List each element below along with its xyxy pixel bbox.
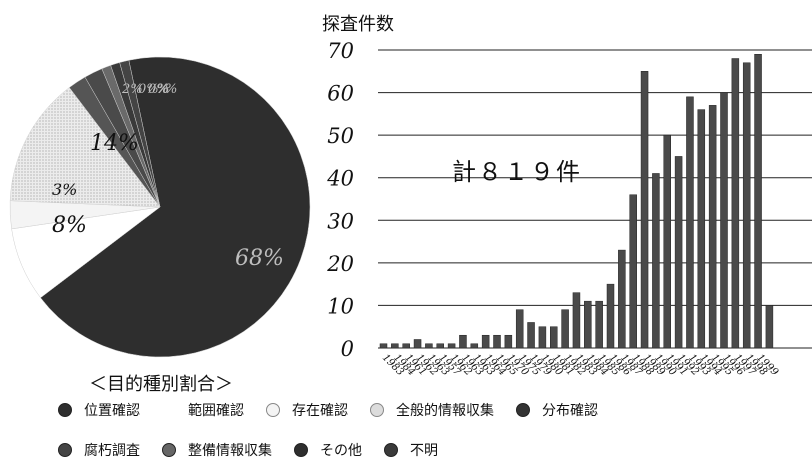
bar [470, 343, 479, 349]
bar [447, 343, 456, 349]
pie-slice-label: 68% [235, 246, 284, 271]
bar [584, 300, 592, 349]
bar [629, 194, 637, 349]
y-tick-label: 60 [327, 82, 354, 106]
y-tick-label: 50 [327, 124, 354, 148]
legend-label: 全般的情報収集 [396, 403, 494, 419]
y-tick-label: 40 [326, 167, 354, 191]
bar [572, 292, 581, 349]
pie-slice-不明 [119, 59, 161, 208]
legend-label: 腐朽調査 [84, 443, 140, 459]
bar [561, 309, 569, 349]
pie-slice-label: 2% [121, 82, 143, 97]
y-axis-title: 探査件数 [322, 14, 394, 35]
legend-label: 位置確認 [84, 403, 140, 419]
bar [663, 134, 671, 349]
legend-item: 不明 [384, 440, 438, 460]
bar [686, 96, 694, 349]
bar [481, 334, 490, 349]
legend-swatch [370, 403, 384, 417]
bar [436, 343, 444, 349]
legend-item: 腐朽調査 [58, 440, 140, 460]
bar [391, 343, 399, 349]
bar [765, 305, 774, 349]
pie-slice-label: % [165, 82, 177, 97]
legend-item: 位置確認 [58, 400, 140, 420]
bar [493, 334, 501, 349]
y-tick-label: 10 [327, 294, 354, 318]
pie-slice-label: 0% [148, 82, 169, 97]
bar [504, 334, 513, 349]
total-annotation: 計８１９件 [452, 158, 582, 186]
legend-label: 分布確認 [542, 403, 598, 419]
legend-swatch [162, 443, 176, 457]
y-tick-label: 0 [341, 337, 354, 361]
bar [515, 309, 524, 349]
legend-swatch [58, 403, 72, 417]
pie-slice-label: % [157, 82, 169, 97]
legend-swatch [384, 443, 398, 457]
bar [595, 300, 603, 349]
legend-label: 範囲確認 [188, 403, 244, 419]
pie-slice-label: 0% [138, 82, 159, 97]
legend-row: 腐朽調査 整備情報収集 その他 不明 [58, 430, 808, 470]
bar [425, 343, 433, 349]
legend-swatch [516, 403, 530, 417]
legend-swatch [58, 443, 72, 457]
bar [708, 105, 717, 349]
bar [459, 334, 467, 349]
bar [402, 343, 410, 349]
legend-item: 整備情報収集 [162, 440, 272, 460]
bar [550, 326, 558, 349]
bar [413, 339, 422, 349]
legend-item: 分布確認 [516, 400, 598, 420]
bar [538, 326, 547, 349]
legend-label: 整備情報収集 [188, 443, 272, 459]
bar [742, 62, 751, 349]
legend-label: 不明 [410, 443, 438, 459]
pie-slice-位置確認 [40, 56, 311, 358]
y-tick-label: 20 [326, 252, 354, 276]
pie-caption: ＜目的種別割合＞ [89, 374, 233, 395]
legend-item: その他 [294, 440, 362, 460]
bar [697, 109, 706, 349]
legend-swatch [294, 443, 308, 457]
legend-item: 全般的情報収集 [370, 400, 494, 420]
legend-label: その他 [320, 443, 362, 459]
bar [674, 156, 683, 349]
bar [720, 92, 728, 349]
y-tick-label: 30 [327, 209, 354, 233]
legend-label: 存在確認 [292, 403, 348, 419]
pie-chart: 68%8%3%14%2%0%0%%% ＜目的種別割合＞ [9, 56, 311, 395]
bar [618, 249, 626, 349]
bar [640, 71, 649, 349]
pie-slice-label: 8% [52, 213, 87, 238]
legend-swatch [266, 403, 280, 417]
bar [754, 54, 762, 349]
y-tick-label: 70 [327, 39, 354, 63]
pie-slice-label: 14% [90, 131, 139, 156]
bar [731, 58, 740, 349]
pie-slice-label: 3% [52, 180, 77, 199]
legend: 位置確認 範囲確認 存在確認 全般的情報収集 分布確認腐朽調査 整備情報収集 その他 不明 [58, 390, 808, 470]
bar [379, 343, 388, 349]
legend-item: 存在確認 [266, 400, 348, 420]
bar [606, 283, 615, 349]
legend-item: 範囲確認 [162, 400, 244, 420]
pie-slice-全般的情報収集 [9, 87, 161, 208]
bar [652, 173, 660, 349]
legend-swatch [162, 403, 176, 417]
legend-row: 位置確認 範囲確認 存在確認 全般的情報収集 分布確認 [58, 390, 808, 430]
bar [527, 322, 535, 349]
